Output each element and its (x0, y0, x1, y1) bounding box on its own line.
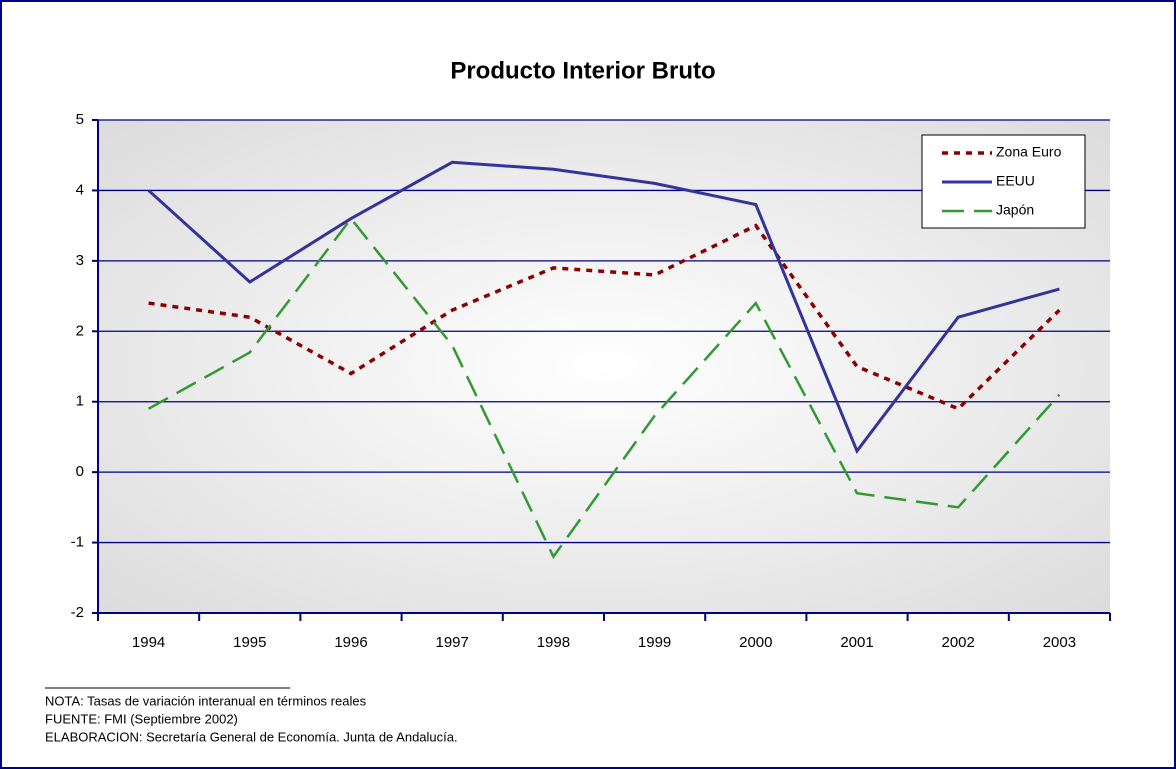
x-tick-label: 1998 (537, 634, 570, 651)
chart-title: Producto Interior Bruto (450, 57, 715, 84)
y-tick-label: 3 (76, 252, 84, 269)
y-tick-label: 1 (76, 393, 84, 410)
series-line (147, 160, 1060, 455)
y-tick-label: -1 (71, 534, 84, 551)
x-tick-label: 1999 (638, 634, 671, 651)
legend-label: EEUU (996, 173, 1035, 189)
footnote: FUENTE: FMI (Septiembre 2002) (45, 711, 238, 726)
x-tick-label: 2000 (739, 634, 772, 651)
series-line (147, 216, 1061, 560)
legend-label: Zona Euro (996, 144, 1062, 160)
legend-label: Japón (996, 202, 1034, 218)
y-tick-label: 0 (76, 463, 84, 480)
x-tick-label: 1994 (132, 634, 165, 651)
series-line (148, 223, 1061, 411)
x-tick-label: 2003 (1043, 634, 1076, 651)
x-tick-label: 2002 (942, 634, 975, 651)
footnote: ELABORACION: Secretaría General de Econo… (45, 729, 458, 744)
x-tick-label: 2001 (840, 634, 873, 651)
y-tick-label: 4 (76, 181, 84, 198)
y-tick-label: 2 (76, 322, 84, 339)
x-tick-label: 1997 (436, 634, 469, 651)
y-tick-label: 5 (76, 111, 84, 128)
footnote: NOTA: Tasas de variación interanual en t… (45, 693, 367, 708)
x-tick-label: 1995 (233, 634, 266, 651)
x-tick-label: 1996 (334, 634, 367, 651)
y-tick-label: -2 (71, 604, 84, 621)
